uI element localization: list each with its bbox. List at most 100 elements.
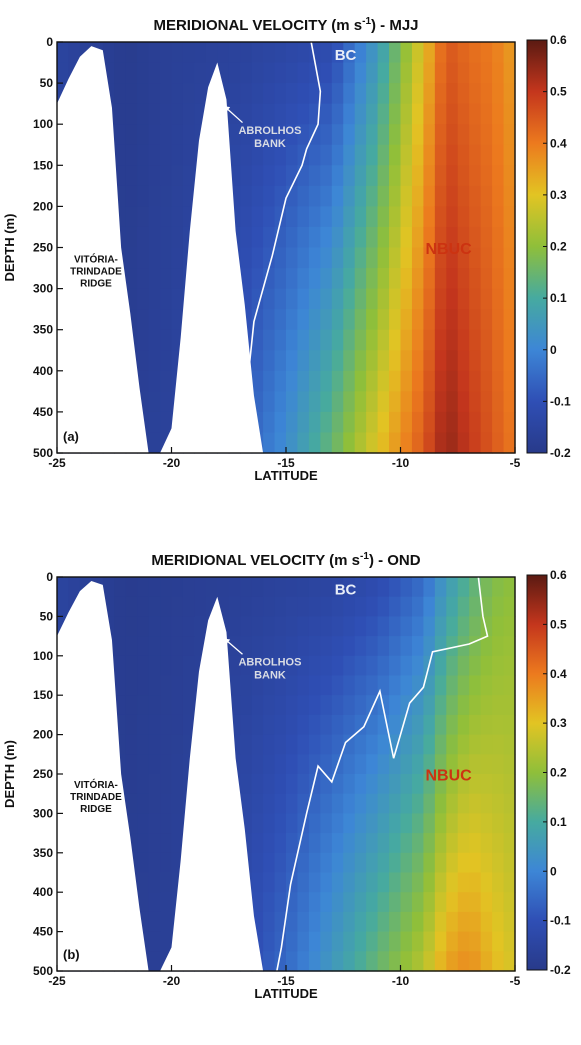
heatmap-cell — [503, 636, 516, 657]
heatmap-cell — [308, 124, 321, 146]
heatmap-cell — [377, 675, 390, 696]
heatmap-cell — [411, 793, 424, 814]
heatmap-cell — [331, 288, 344, 310]
heatmap-cell — [366, 42, 379, 64]
heatmap-cell — [354, 83, 367, 105]
heatmap-cell — [182, 144, 195, 166]
annotation-label: VITÓRIA- — [74, 778, 118, 791]
heatmap-cell — [377, 83, 390, 105]
heatmap-cell — [274, 675, 287, 696]
heatmap-cell — [423, 370, 436, 392]
heatmap-cell — [331, 793, 344, 814]
heatmap-cell — [171, 268, 184, 290]
colorbar-tick-label: 0 — [550, 864, 557, 878]
heatmap-cell — [377, 247, 390, 269]
heatmap-cell — [389, 144, 402, 166]
heatmap-cell — [251, 62, 264, 84]
heatmap-cell — [457, 577, 470, 598]
heatmap-cell — [492, 774, 505, 795]
heatmap-cell — [434, 636, 447, 657]
heatmap-cell — [137, 833, 150, 854]
heatmap-cell — [240, 165, 253, 187]
heatmap-cell — [228, 675, 241, 696]
heatmap-cell — [137, 268, 150, 290]
heatmap-cell — [308, 931, 321, 952]
heatmap-cell — [366, 754, 379, 775]
heatmap-cell — [354, 577, 367, 598]
heatmap-cell — [297, 616, 310, 637]
heatmap-cell — [251, 636, 264, 657]
heatmap-cell — [446, 309, 459, 331]
heatmap-cell — [446, 165, 459, 187]
heatmap-cell — [286, 432, 299, 454]
heatmap-cell — [114, 83, 127, 105]
heatmap-cell — [434, 852, 447, 874]
heatmap-cell — [480, 754, 493, 775]
heatmap-cell — [343, 411, 356, 434]
heatmap-cell — [320, 411, 333, 434]
heatmap-cell — [286, 734, 299, 755]
heatmap-cell — [308, 432, 321, 454]
heatmap-cell — [286, 833, 299, 854]
heatmap-cell — [423, 793, 436, 814]
heatmap-cell — [492, 951, 505, 972]
heatmap-cell — [503, 813, 516, 834]
heatmap-cell — [286, 695, 299, 716]
heatmap-cell — [354, 62, 367, 84]
heatmap-cell — [125, 754, 138, 775]
heatmap-cell — [160, 103, 173, 125]
heatmap-cell — [160, 247, 173, 269]
heatmap-cell — [469, 636, 482, 657]
heatmap-cell — [469, 852, 482, 874]
heatmap-cell — [503, 754, 516, 775]
heatmap-cell — [434, 62, 447, 84]
heatmap-cell — [400, 42, 413, 64]
heatmap-cell — [263, 655, 276, 677]
y-tick-label: 500 — [33, 446, 53, 460]
heatmap-cell — [503, 432, 516, 454]
heatmap-cell — [469, 872, 482, 893]
heatmap-cell — [331, 577, 344, 598]
heatmap-cell — [492, 62, 505, 84]
heatmap-cell — [343, 103, 356, 125]
heatmap-cell — [274, 852, 287, 874]
heatmap-cell — [389, 872, 402, 893]
heatmap-cell — [137, 185, 150, 207]
heatmap-cell — [148, 391, 161, 413]
heatmap-cell — [194, 577, 207, 598]
heatmap-cell — [274, 42, 287, 64]
heatmap-cell — [297, 165, 310, 187]
seafloor-topography — [57, 46, 264, 454]
heatmap-cell — [366, 288, 379, 310]
annotation-label: BANK — [254, 138, 286, 150]
heatmap-cell — [411, 774, 424, 795]
heatmap-cell — [343, 206, 356, 228]
heatmap-cell — [469, 793, 482, 814]
heatmap-cell — [251, 206, 264, 228]
heatmap-cell — [377, 206, 390, 228]
heatmap-cell — [480, 951, 493, 972]
heatmap-cell — [434, 577, 447, 598]
heatmap-cell — [343, 813, 356, 834]
heatmap-cell — [366, 714, 379, 736]
heatmap-cell — [366, 206, 379, 228]
heatmap-cell — [469, 288, 482, 310]
heatmap-cell — [480, 892, 493, 913]
heatmap-cell — [297, 872, 310, 893]
heatmap-cell — [434, 931, 447, 952]
heatmap-cell — [114, 636, 127, 657]
heatmap-cell — [263, 714, 276, 736]
heatmap-cell — [125, 268, 138, 290]
x-tick-label: -10 — [392, 974, 410, 988]
heatmap-cell — [446, 833, 459, 854]
heatmap-cell — [480, 714, 493, 736]
heatmap-cell — [125, 714, 138, 736]
heatmap-cell — [182, 83, 195, 105]
heatmap-cell — [297, 206, 310, 228]
heatmap-cell — [492, 391, 505, 413]
heatmap-cell — [354, 636, 367, 657]
heatmap-cell — [377, 852, 390, 874]
heatmap-cell — [469, 911, 482, 933]
heatmap-cell — [148, 931, 161, 952]
heatmap-cell — [331, 432, 344, 454]
